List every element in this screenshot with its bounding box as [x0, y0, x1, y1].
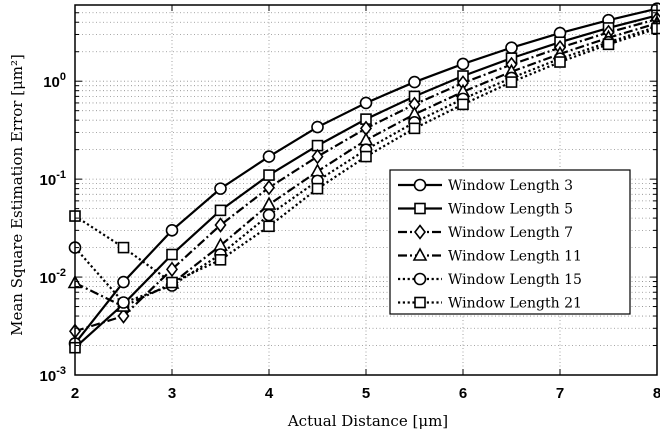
- legend-item: Window Length 11: [398, 247, 582, 265]
- data-point: [554, 56, 566, 68]
- data-point: [408, 122, 421, 135]
- legend-marker: [413, 224, 427, 240]
- legend-label: Window Length 5: [448, 202, 573, 218]
- legend-marker: [413, 178, 427, 192]
- x-tick-label: 2: [71, 385, 79, 402]
- x-tick-label: 7: [556, 385, 564, 402]
- data-point: [166, 276, 178, 289]
- legend-label: Window Length 21: [448, 296, 582, 312]
- x-tick-label: 3: [168, 385, 176, 402]
- legend-marker: [412, 247, 428, 261]
- data-point: [505, 76, 518, 88]
- data-point: [602, 38, 615, 51]
- x-tick-label: 6: [459, 385, 467, 402]
- legend-label: Window Length 15: [448, 272, 582, 288]
- data-point: [311, 182, 324, 195]
- legend-item: Window Length 3: [398, 178, 573, 194]
- data-point: [117, 296, 130, 309]
- data-point: [505, 41, 518, 54]
- data-point: [457, 98, 469, 111]
- data-point: [311, 148, 324, 165]
- legend-item: Window Length 21: [398, 296, 582, 312]
- data-point: [214, 182, 227, 195]
- data-point: [262, 150, 276, 163]
- data-point: [360, 150, 372, 163]
- series-6: [69, 22, 660, 289]
- legend-marker: [414, 296, 426, 309]
- y-tick-label: 10-3: [40, 365, 66, 385]
- data-point: [117, 308, 130, 324]
- data-point: [456, 57, 470, 71]
- x-tick-label: 8: [653, 385, 660, 402]
- data-point: [311, 120, 324, 134]
- data-point: [214, 254, 227, 266]
- data-point: [651, 22, 660, 35]
- data-point: [359, 96, 373, 110]
- legend: Window Length 3 Window Length 5 Window Len…: [389, 169, 631, 315]
- legend-label: Window Length 11: [448, 249, 582, 265]
- y-tick-label: 100: [43, 71, 66, 91]
- data-point: [214, 204, 227, 217]
- x-tick-label: 5: [362, 385, 370, 402]
- x-tick-labels: 2 3 4 5 6 7 8: [71, 385, 660, 402]
- data-point: [166, 248, 178, 261]
- data-point: [165, 224, 179, 237]
- legend-marker: [413, 272, 427, 286]
- data-point: [117, 275, 130, 289]
- legend-item: Window Length 15: [398, 272, 582, 288]
- tick-marks: [74, 4, 658, 376]
- x-tick-label: 4: [265, 385, 274, 402]
- data-point: [214, 217, 227, 233]
- legend-marker: [414, 202, 426, 215]
- legend-item: Window Length 5: [398, 202, 573, 218]
- data-point: [263, 169, 275, 181]
- y-tick-labels: 10-3 10-2 10-1 100: [40, 71, 66, 385]
- data-point: [117, 241, 130, 254]
- legend-item: Window Length 7: [398, 224, 573, 241]
- y-tick-label: 10-1: [40, 169, 66, 189]
- y-tick-label: 10-2: [40, 267, 66, 287]
- data-point: [262, 208, 276, 222]
- legend-label: Window Length 7: [448, 225, 573, 241]
- x-axis-label: Actual Distance [μm]: [287, 412, 448, 430]
- legend-box: [389, 169, 631, 315]
- y-axis-label: Mean Square Estimation Error [μm²]: [8, 54, 26, 336]
- data-point: [408, 75, 421, 89]
- legend-label: Window Length 3: [448, 178, 573, 194]
- data-point: [262, 179, 276, 196]
- data-point: [263, 220, 275, 233]
